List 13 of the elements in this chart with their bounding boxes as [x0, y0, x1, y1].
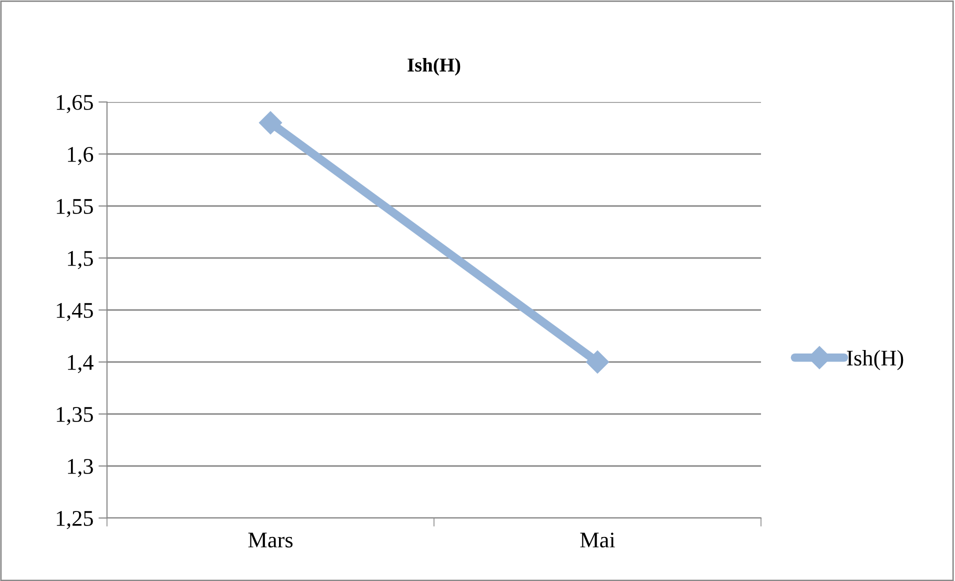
y-tick-label: 1,35: [56, 406, 93, 426]
chart-title: Ish(H): [408, 58, 460, 76]
y-tick-label: 1,55: [56, 199, 93, 218]
legend-label: Ish(H): [846, 350, 904, 370]
y-tick-label: 1,6: [68, 146, 94, 166]
y-tick-label: 1,45: [56, 303, 93, 322]
x-tick-label: Mars: [248, 532, 293, 548]
y-tick-label: 1,5: [68, 251, 93, 270]
y-tick-label: 1,4: [68, 355, 94, 374]
x-tick-label: Mai: [580, 532, 615, 548]
y-tick-label: 1,25: [56, 510, 93, 530]
y-tick-label: 1,3: [68, 458, 93, 478]
y-tick-label: 1,65: [56, 94, 93, 114]
